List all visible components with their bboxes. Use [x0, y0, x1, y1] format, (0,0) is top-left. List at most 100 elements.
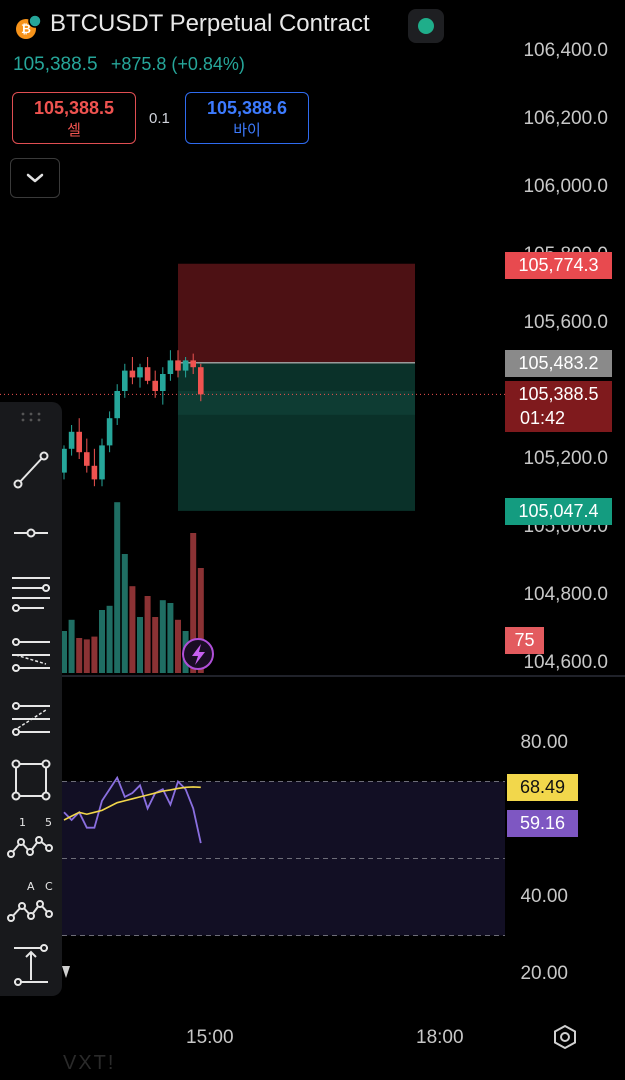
buy-button[interactable]: 105,388.6 바이 — [185, 92, 309, 144]
candle-body — [76, 431, 82, 453]
price-tick: 104,800.0 — [523, 584, 608, 605]
fib-retracement-icon[interactable] — [6, 566, 56, 620]
volume-tag: 75 — [505, 627, 544, 654]
rsi-ma-line — [63, 786, 201, 821]
price-tick: 106,000.0 — [523, 176, 608, 197]
candle-body — [129, 370, 136, 378]
volume-bar — [175, 619, 181, 673]
candle-body — [137, 367, 143, 378]
scroll-marker-icon — [62, 966, 70, 978]
footer-partial-text: VXT! — [63, 1052, 116, 1074]
candle-body — [99, 445, 105, 480]
svg-text:C: C — [45, 880, 53, 893]
time-tick: 15:00 — [186, 1027, 234, 1048]
candle-body — [122, 370, 128, 391]
price-tick: 105,200.0 — [523, 448, 608, 469]
candle-body — [106, 418, 113, 446]
rsi-tick: 20.00 — [520, 963, 568, 984]
price-tick: 104,600.0 — [523, 652, 608, 673]
price-range-icon[interactable] — [6, 938, 56, 992]
candle-body — [91, 465, 98, 480]
candle-body — [167, 360, 174, 374]
volume-bar — [114, 502, 121, 673]
sell-button[interactable]: 105,388.5 셀 — [12, 92, 136, 144]
buy-price: 105,388.6 — [206, 98, 288, 118]
drag-handle-icon[interactable] — [21, 412, 41, 422]
rsi-line — [63, 775, 202, 844]
candle-body — [182, 360, 189, 371]
fib-extension-icon[interactable] — [6, 628, 56, 682]
parallel-channel-icon[interactable] — [6, 692, 56, 746]
drawing-toolbar: 1 5 A C — [0, 402, 62, 996]
bitcoin-icon: ₿ — [16, 14, 42, 39]
volume-bar — [159, 600, 166, 673]
volume-bar — [121, 554, 128, 673]
rectangle-icon[interactable] — [6, 754, 56, 808]
volume-bar — [144, 596, 151, 673]
market-status-button[interactable] — [408, 9, 444, 43]
volume-bar — [68, 619, 75, 673]
candle-body — [68, 431, 75, 449]
stop-loss-zone — [178, 263, 415, 363]
volume-bar — [91, 636, 98, 673]
lightning-icon — [192, 644, 205, 665]
sell-label: 셀 — [67, 122, 81, 139]
volume-bar — [152, 617, 159, 673]
candle-body — [198, 367, 204, 395]
svg-text:1: 1 — [19, 816, 26, 829]
market-status-icon — [418, 18, 434, 34]
expand-button[interactable] — [10, 158, 60, 198]
time-tick: 18:00 — [416, 1027, 464, 1048]
take-profit-zone — [178, 362, 415, 511]
take-profit-tag: 105,047.4 — [505, 498, 612, 525]
volume-bar — [190, 533, 197, 673]
svg-text:₿: ₿ — [21, 22, 31, 36]
volume-bar — [167, 603, 174, 673]
candle-body — [84, 452, 90, 466]
price-tick: 106,200.0 — [523, 108, 608, 129]
page-title: BTCUSDT Perpetual Contract — [50, 10, 370, 37]
trend-line-icon[interactable] — [6, 442, 56, 496]
volume-bar — [137, 617, 143, 673]
candle-body — [152, 380, 158, 391]
stop-loss-tag: 105,774.3 — [505, 252, 612, 279]
chart-settings-icon[interactable] — [552, 1024, 578, 1050]
candle-body — [61, 448, 67, 473]
candle-body — [114, 391, 120, 419]
volume-bar — [129, 586, 136, 673]
rsi-tick: 40.00 — [520, 886, 568, 907]
svg-text:5: 5 — [45, 816, 52, 829]
current-price-tag: 105,388.5 01:42 — [505, 381, 612, 432]
elliott-wave-icon[interactable]: 1 5 — [6, 814, 56, 868]
volume-bar — [99, 610, 105, 673]
candle-body — [160, 374, 166, 391]
candle-body — [190, 360, 196, 368]
candle-body — [144, 367, 151, 381]
entry-price-tag: 105,483.2 — [505, 350, 612, 377]
rsi-tick: 80.00 — [520, 732, 568, 753]
price-tick: 105,600.0 — [523, 312, 608, 333]
position-highlight — [178, 391, 415, 415]
volume-bar — [83, 639, 90, 673]
price-change: +875.8 (+0.84%) — [110, 54, 245, 74]
chevron-down-icon — [26, 173, 44, 183]
buy-label: 바이 — [233, 122, 261, 139]
price-tick: 106,400.0 — [523, 40, 608, 61]
volume-bar — [197, 568, 204, 673]
volume-bar — [106, 605, 113, 673]
svg-text:A: A — [27, 880, 35, 893]
rsi-value-tag: 59.16 — [507, 810, 578, 837]
volume-bar — [76, 638, 83, 673]
abc-pattern-icon[interactable]: A C — [6, 876, 56, 930]
price-summary: 105,388.5 +875.8 (+0.84%) — [13, 54, 245, 76]
volume-bar — [61, 631, 67, 673]
horizontal-ray-icon[interactable] — [6, 506, 56, 560]
spread-value: 0.1 — [149, 110, 170, 127]
current-price: 105,388.5 — [518, 384, 599, 404]
candle-body — [175, 360, 181, 371]
rsi-ma-tag: 68.49 — [507, 774, 578, 801]
last-price: 105,388.5 — [13, 54, 98, 75]
sell-price: 105,388.5 — [33, 98, 115, 118]
candle-countdown: 01:42 — [520, 408, 566, 428]
